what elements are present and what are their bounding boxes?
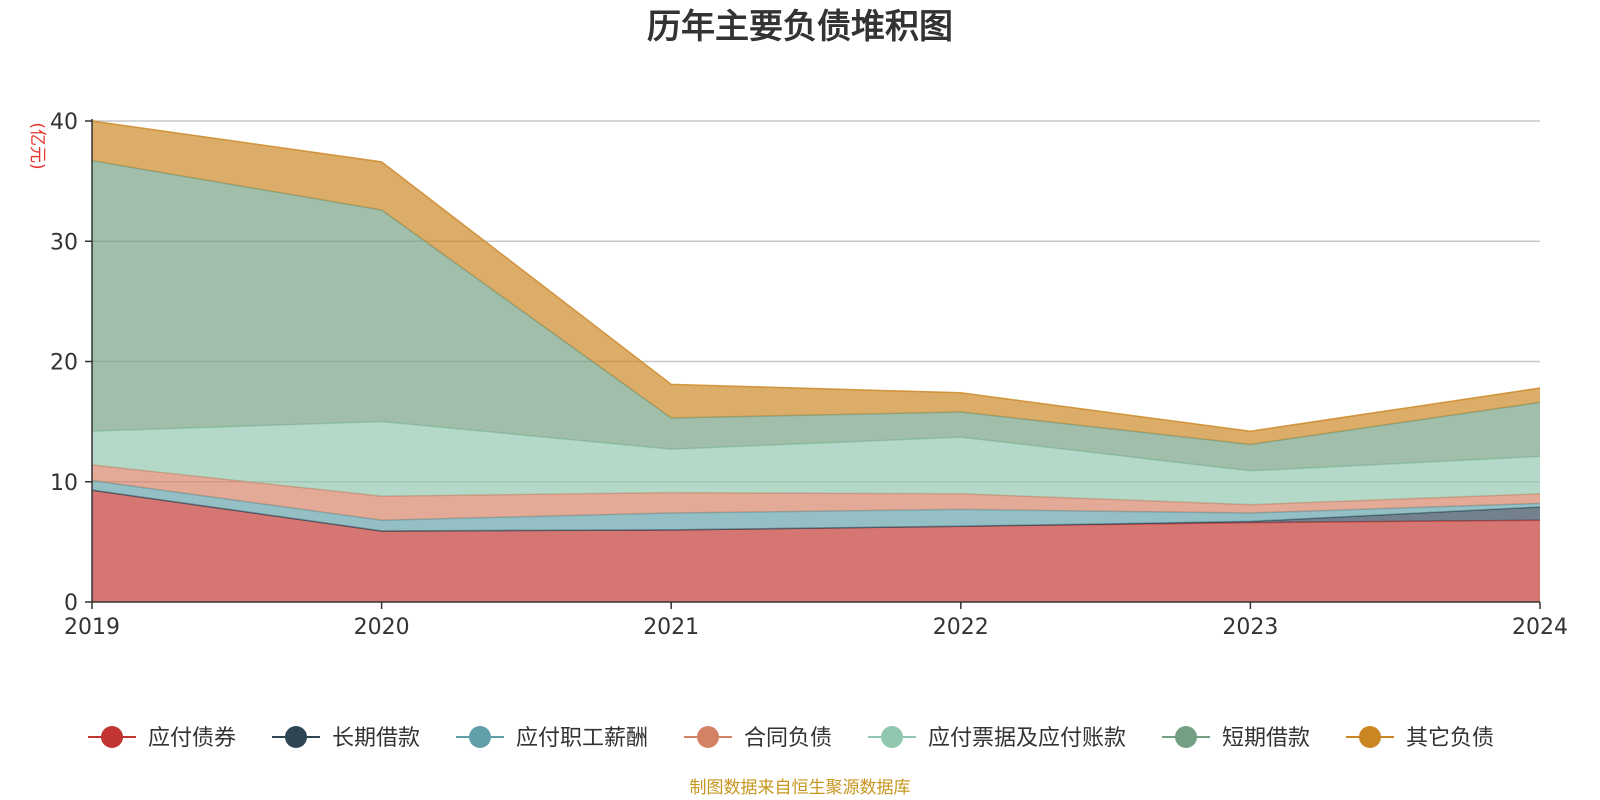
y-axis-unit-label: (亿元) (27, 122, 47, 169)
axes: 0 10 20 30 40 2019 2020 2021 2022 2023 2024 (50, 110, 1568, 640)
area-3-合同负债[interactable] (92, 464, 1540, 521)
legend-label: 应付债券 (148, 726, 236, 751)
legend-label: 短期借款 (1222, 726, 1310, 751)
y-tick-label-30: 30 (50, 230, 78, 255)
legend-marker (101, 726, 123, 748)
y-tick-label-10: 10 (50, 471, 78, 496)
legend-label: 应付职工薪酬 (516, 726, 648, 751)
legend-item-3[interactable]: 合同负债 (684, 726, 832, 751)
x-tick-label-2021: 2021 (643, 615, 699, 640)
legend-label: 合同负债 (744, 726, 832, 751)
data-source-note: 制图数据来自恒生聚源数据库 (690, 778, 911, 798)
area-edge-6 (91, 120, 1541, 433)
legend-item-6[interactable]: 其它负债 (1346, 726, 1494, 751)
legend: 应付债券 长期借款 应付职工薪酬 合同负债 应付票据及应付账款 短期借款 其它负债 (88, 726, 1494, 751)
legend-item-1[interactable]: 长期借款 (272, 726, 420, 751)
area-series (91, 120, 1541, 602)
legend-marker (1175, 726, 1197, 748)
y-tick-label-20: 20 (50, 351, 78, 376)
y-tick-label-40: 40 (50, 110, 78, 135)
legend-item-4[interactable]: 应付票据及应付账款 (868, 726, 1126, 751)
area-5-短期借款[interactable] (92, 160, 1540, 471)
x-tick-label-2020: 2020 (354, 615, 410, 640)
area-edge-3 (91, 464, 1541, 506)
x-tick-label-2022: 2022 (933, 615, 989, 640)
legend-item-2[interactable]: 应付职工薪酬 (456, 726, 648, 751)
y-tick-label-0: 0 (64, 591, 78, 616)
x-tick-label-2024: 2024 (1512, 615, 1568, 640)
legend-marker (285, 726, 307, 748)
legend-marker (1359, 726, 1381, 748)
legend-marker (697, 726, 719, 748)
legend-item-5[interactable]: 短期借款 (1162, 726, 1310, 751)
legend-marker (469, 726, 491, 748)
legend-item-0[interactable]: 应付债券 (88, 726, 236, 751)
legend-label: 其它负债 (1406, 726, 1494, 751)
legend-marker (881, 726, 903, 748)
x-tick-label-2019: 2019 (64, 615, 120, 640)
legend-label: 长期借款 (332, 726, 420, 751)
chart-title: 历年主要负债堆积图 (647, 7, 953, 47)
area-0-应付债券[interactable] (92, 490, 1540, 602)
x-tick-label-2023: 2023 (1222, 615, 1278, 640)
area-6-其它负债[interactable] (92, 121, 1540, 445)
legend-label: 应付票据及应付账款 (928, 726, 1126, 751)
area-4-应付票据及应付账款[interactable] (92, 421, 1540, 505)
